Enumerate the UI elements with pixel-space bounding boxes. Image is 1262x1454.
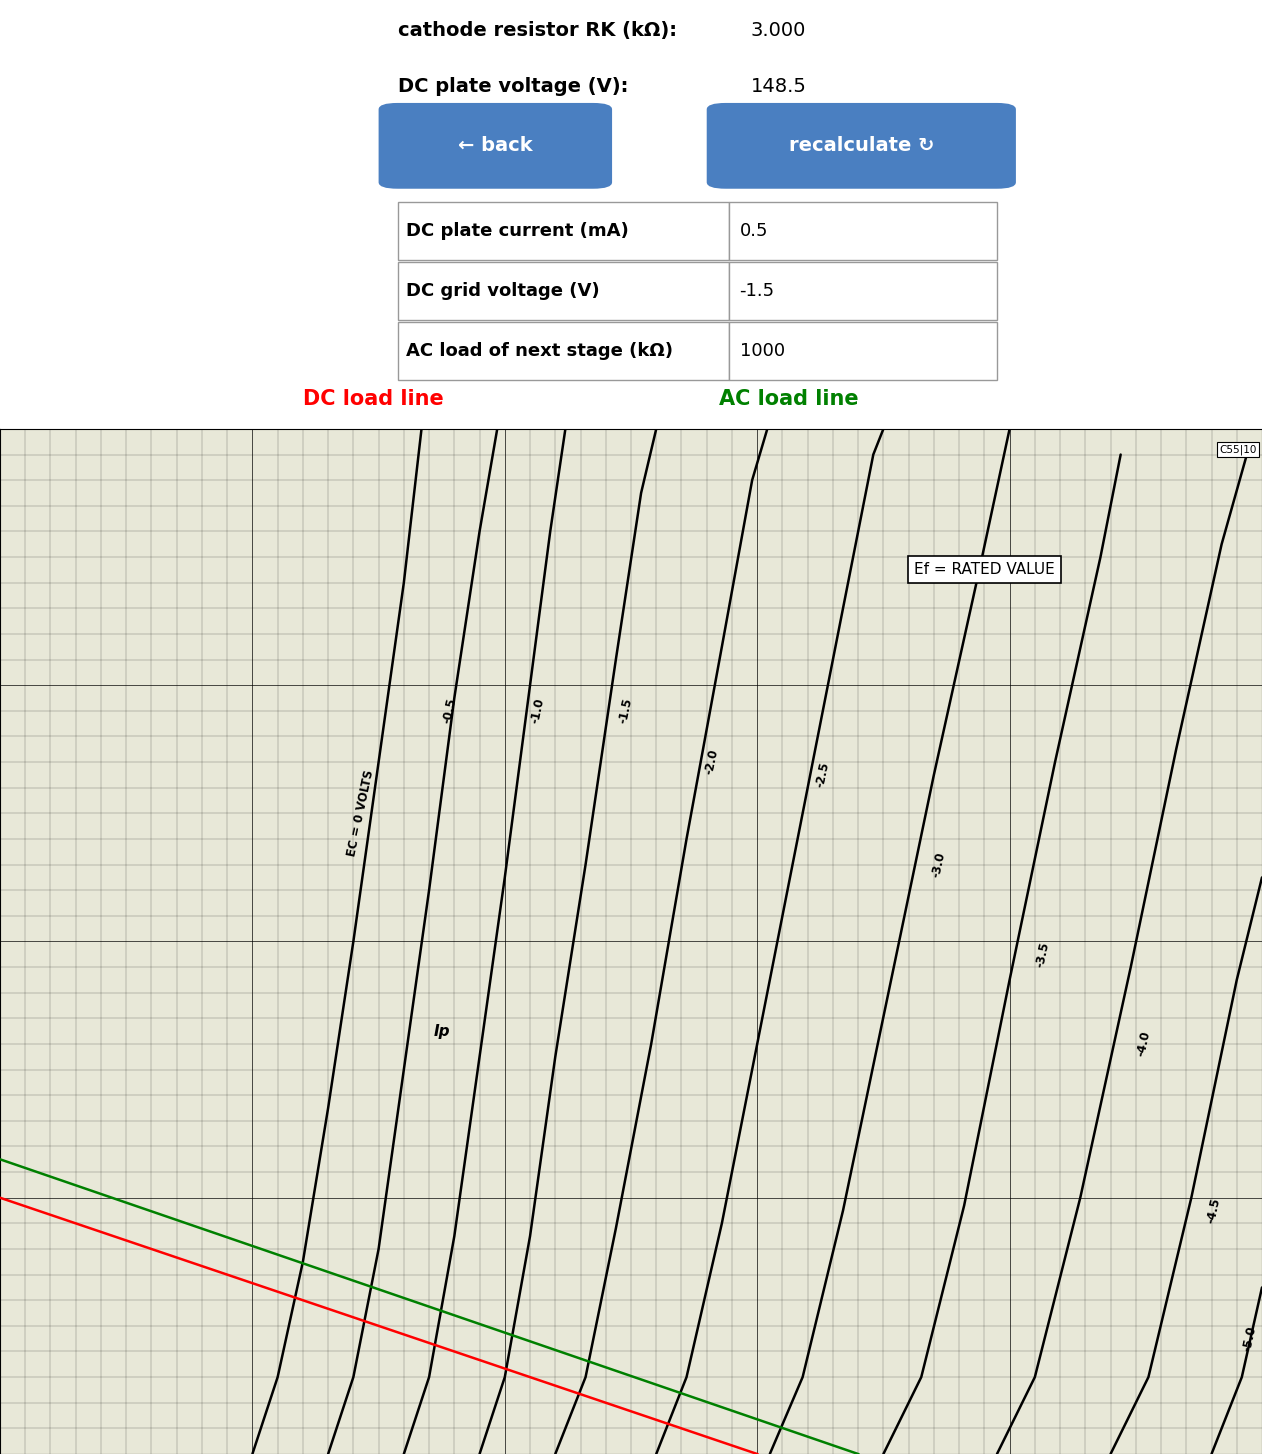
Text: -1.0: -1.0 [529, 696, 546, 724]
Text: 0.5: 0.5 [740, 221, 769, 240]
Bar [398, 321, 729, 379]
Text: ← back: ← back [458, 137, 533, 156]
Text: EC = 0 VOLTS: EC = 0 VOLTS [346, 769, 376, 858]
Text: DC grid voltage (V): DC grid voltage (V) [406, 282, 599, 300]
FancyBboxPatch shape [707, 103, 1016, 189]
Text: DC load line: DC load line [303, 388, 444, 409]
Bar [398, 262, 729, 320]
Text: recalculate ↻: recalculate ↻ [789, 137, 934, 156]
Bar [729, 321, 997, 379]
Text: C55|10: C55|10 [1219, 445, 1257, 455]
Text: DC plate current (mA): DC plate current (mA) [406, 221, 630, 240]
Bar [729, 202, 997, 259]
Text: -5.0: -5.0 [1241, 1325, 1258, 1352]
Text: cathode resistor RK (kΩ):: cathode resistor RK (kΩ): [398, 22, 676, 41]
Text: -3.5: -3.5 [1034, 941, 1051, 968]
Text: -2.0: -2.0 [703, 749, 721, 776]
Text: 1000: 1000 [740, 342, 785, 359]
Text: DC plate voltage (V):: DC plate voltage (V): [398, 77, 628, 96]
Bar [729, 262, 997, 320]
Text: -1.5: -1.5 [740, 282, 775, 300]
Text: -2.5: -2.5 [814, 760, 832, 790]
Text: -3.0: -3.0 [930, 851, 948, 878]
Text: -0.5: -0.5 [440, 696, 458, 726]
Text: 3.000: 3.000 [751, 22, 806, 41]
Text: -1.5: -1.5 [617, 696, 635, 726]
Text: Ip: Ip [433, 1024, 451, 1038]
Text: -4.5: -4.5 [1205, 1197, 1223, 1224]
Bar [398, 202, 729, 259]
Text: Ef = RATED VALUE: Ef = RATED VALUE [914, 563, 1055, 577]
Text: AC load of next stage (kΩ): AC load of next stage (kΩ) [406, 342, 674, 359]
Text: 148.5: 148.5 [751, 77, 806, 96]
Text: -4.0: -4.0 [1135, 1029, 1152, 1059]
Text: AC load line: AC load line [719, 388, 859, 409]
FancyBboxPatch shape [379, 103, 612, 189]
